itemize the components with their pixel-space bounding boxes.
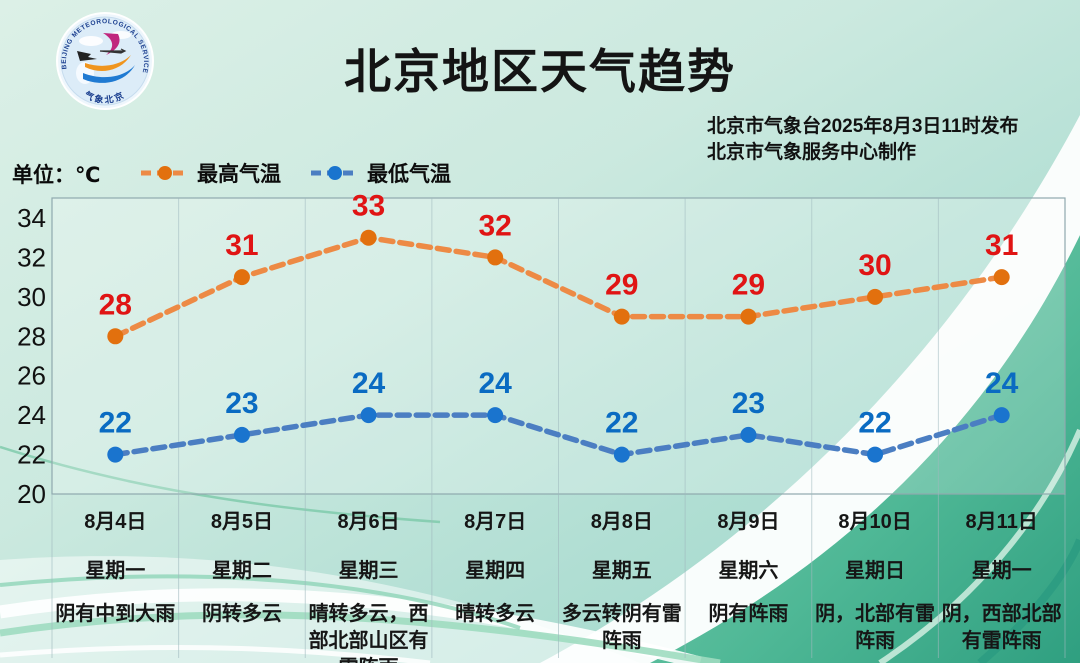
max-temp-value-label: 29 (732, 269, 765, 302)
legend-item-min-temp: 最低气温 (311, 158, 451, 188)
day-column: 8月9日 星期六 阴有阵雨 (685, 494, 812, 660)
y-axis-tick-label: 30 (17, 282, 46, 312)
day-weekday-label: 星期一 (971, 560, 1032, 582)
day-column: 8月11日 星期一 阴，西部北部有雷阵雨 (938, 494, 1065, 660)
max-temp-value-label: 31 (985, 229, 1018, 262)
y-axis-tick-label: 20 (17, 479, 46, 509)
min-temp-marker (613, 446, 630, 463)
day-column: 8月4日 星期一 阴有中到大雨 (52, 494, 179, 660)
day-column: 8月7日 星期四 晴转多云 (432, 494, 559, 660)
day-column: 8月6日 星期三 晴转多云，西部北部山区有雷阵雨 (305, 494, 432, 663)
legend-label-min-temp: 最低气温 (367, 163, 451, 186)
min-temp-value-label: 24 (352, 367, 386, 400)
day-forecast-table: 8月4日 星期一 阴有中到大雨 8月5日 星期二 阴转多云 8月6日 星期三 晴… (52, 494, 1065, 663)
beijing-meteorological-service-logo: BEIJING METEOROLOGICAL SERVICE 气象北京 (56, 12, 154, 110)
day-weather-label: 阴有中到大雨 (55, 603, 176, 625)
chart-legend: 最高气温 最低气温 (141, 158, 451, 188)
min-temp-value-label: 22 (99, 407, 132, 440)
issued-info: 北京市气象台2025年8月3日11时发布 北京市气象服务中心制作 (707, 114, 1067, 166)
min-temp-value-label: 23 (225, 387, 258, 420)
min-temp-legend-marker-icon (311, 166, 359, 180)
day-weather-label: 阴转多云 (201, 603, 282, 625)
y-axis-tick-label: 26 (17, 361, 46, 391)
min-temp-value-label: 23 (732, 387, 765, 420)
max-temp-legend-marker-icon (141, 166, 189, 180)
min-temp-marker (107, 446, 124, 463)
unit-label: 单位：℃ (12, 164, 101, 187)
max-temp-value-label: 33 (352, 190, 385, 223)
day-column: 8月5日 星期二 阴转多云 (179, 494, 306, 660)
day-weekday-label: 星期六 (718, 560, 779, 582)
min-temp-value-label: 24 (479, 367, 513, 400)
day-date-label: 8月8日 (590, 511, 653, 533)
day-weather-label: 晴转多云 (455, 603, 536, 625)
max-temp-marker (867, 288, 884, 305)
day-date-label: 8月10日 (838, 511, 912, 533)
max-temp-value-label: 30 (858, 249, 891, 282)
y-axis-tick-label: 32 (17, 242, 46, 272)
min-temp-marker (740, 426, 757, 443)
day-column: 8月10日 星期日 阴，北部有雷阵雨 (812, 494, 939, 660)
day-date-label: 8月9日 (717, 511, 780, 533)
min-temp-value-label: 24 (985, 367, 1019, 400)
max-temp-line (112, 234, 1005, 340)
page-title: 北京地区天气趋势 (344, 45, 736, 98)
max-temp-value-label: 29 (605, 269, 638, 302)
min-temp-marker (867, 446, 884, 463)
max-temp-marker (993, 269, 1010, 286)
day-weekday-label: 星期一 (85, 560, 146, 582)
day-weekday-label: 星期五 (591, 560, 652, 582)
day-weather-label: 多云转阴有雷阵雨 (561, 603, 682, 652)
day-date-label: 8月7日 (464, 511, 527, 533)
min-temp-marker (993, 407, 1010, 424)
legend-item-max-temp: 最高气温 (141, 158, 281, 188)
max-temp-marker (360, 229, 377, 246)
max-temp-value-label: 28 (99, 288, 132, 321)
day-date-label: 8月5日 (210, 511, 274, 533)
day-weekday-label: 星期二 (211, 560, 272, 582)
max-temp-value-label: 31 (225, 229, 258, 262)
min-temp-value-label: 22 (605, 407, 638, 440)
day-weather-label: 阴，北部有雷阵雨 (815, 603, 936, 652)
max-temp-value-label: 32 (479, 209, 512, 242)
issued-line1: 北京市气象台2025年8月3日11时发布 (707, 116, 1019, 137)
y-axis-tick-label: 22 (17, 440, 46, 470)
max-temp-marker (740, 308, 757, 325)
min-temp-value-label: 22 (858, 407, 891, 440)
day-weekday-label: 星期日 (845, 560, 906, 582)
legend-label-max-temp: 最高气温 (197, 163, 281, 186)
min-temp-marker (233, 426, 250, 443)
day-weather-label: 阴有阵雨 (708, 603, 789, 625)
min-temp-marker (360, 407, 377, 424)
max-temp-marker (107, 328, 124, 345)
y-axis-tick-label: 28 (17, 321, 46, 351)
issued-line2: 北京市气象服务中心制作 (707, 142, 917, 163)
day-weekday-label: 星期三 (338, 560, 399, 582)
max-temp-marker (613, 308, 630, 325)
day-weekday-label: 星期四 (465, 560, 526, 582)
max-temp-marker (233, 269, 250, 286)
min-temp-marker (487, 407, 504, 424)
max-temp-marker (487, 249, 504, 266)
y-axis-tick-label: 24 (17, 400, 46, 430)
min-temp-line (112, 412, 1005, 458)
day-column: 8月8日 星期五 多云转阴有雷阵雨 (559, 494, 686, 660)
day-date-label: 8月6日 (337, 511, 400, 533)
day-date-label: 8月4日 (84, 511, 147, 533)
y-axis-tick-label: 34 (17, 203, 46, 233)
day-date-label: 8月11日 (965, 511, 1038, 533)
day-weather-label: 晴转多云，西部北部山区有雷阵雨 (308, 603, 429, 663)
day-weather-label: 阴，西部北部有雷阵雨 (941, 603, 1062, 652)
